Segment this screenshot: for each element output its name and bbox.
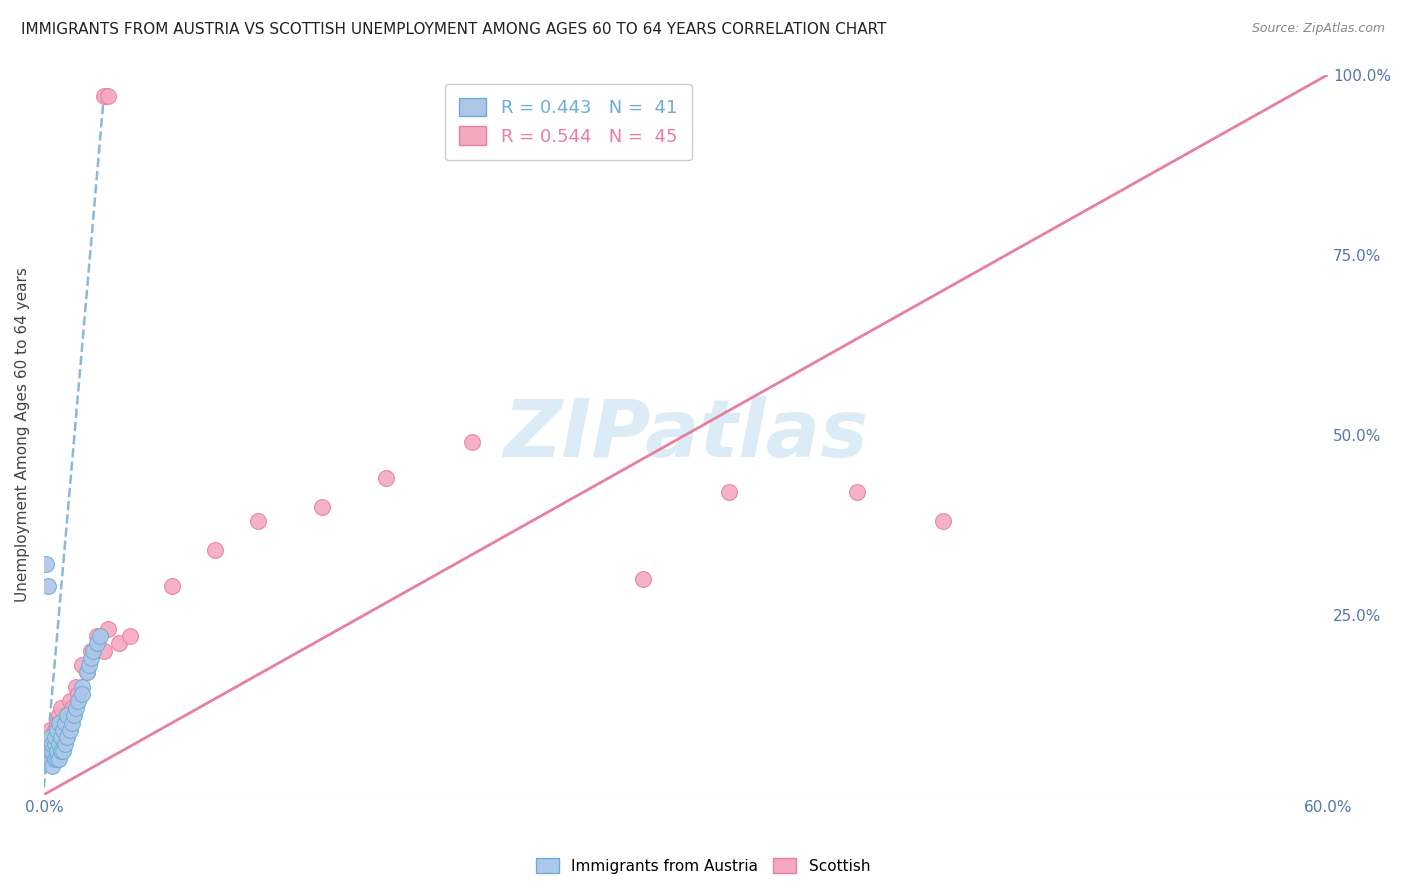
Point [118, 629, 141, 643]
Point [35, 558, 58, 572]
Point [65, 680, 87, 694]
Point [76, 665, 98, 680]
Point [39, 723, 62, 737]
Point [44, 723, 66, 737]
Point [49, 701, 72, 715]
Point [53, 715, 76, 730]
Legend: R = 0.443   N =  41, R = 0.544   N =  45: R = 0.443 N = 41, R = 0.544 N = 45 [444, 84, 692, 161]
Point [58, 694, 80, 708]
Point [52, 744, 75, 758]
Point [37, 744, 59, 758]
Point [204, 542, 226, 557]
Point [48, 752, 70, 766]
Point [86, 636, 108, 650]
Point [49, 730, 72, 744]
Point [77, 658, 100, 673]
Point [48, 730, 70, 744]
Point [80, 643, 103, 657]
Point [65, 701, 87, 715]
Point [53, 737, 76, 751]
Point [67, 687, 90, 701]
Point [82, 643, 104, 657]
Point [44, 744, 66, 758]
Text: ZIPatlas: ZIPatlas [503, 396, 869, 474]
Point [39, 752, 62, 766]
Point [35, 752, 58, 766]
Point [41, 737, 63, 751]
Point [93, 89, 115, 103]
Point [44, 737, 66, 751]
Point [56, 708, 79, 723]
Point [39, 730, 62, 744]
Point [39, 737, 62, 751]
Point [35, 737, 58, 751]
Point [631, 572, 654, 586]
Point [41, 744, 63, 758]
Point [49, 744, 72, 758]
Point [846, 485, 869, 500]
Point [45, 752, 67, 766]
Point [45, 715, 67, 730]
Legend: Immigrants from Austria, Scottish: Immigrants from Austria, Scottish [530, 852, 876, 880]
Point [93, 643, 115, 657]
Point [246, 514, 269, 528]
Point [39, 752, 62, 766]
Point [60, 715, 83, 730]
Point [37, 752, 59, 766]
Point [89, 629, 111, 643]
Point [48, 715, 70, 730]
Point [41, 759, 63, 773]
Point [37, 737, 59, 751]
Point [44, 752, 66, 766]
Point [53, 715, 76, 730]
Point [72, 687, 94, 701]
Point [45, 737, 67, 751]
Text: IMMIGRANTS FROM AUSTRIA VS SCOTTISH UNEMPLOYMENT AMONG AGES 60 TO 64 YEARS CORRE: IMMIGRANTS FROM AUSTRIA VS SCOTTISH UNEM… [21, 22, 887, 37]
Point [97, 89, 120, 103]
Point [49, 737, 72, 751]
Point [60, 701, 83, 715]
Point [56, 708, 79, 723]
Point [97, 622, 120, 636]
Point [76, 665, 98, 680]
Point [45, 744, 67, 758]
Point [37, 579, 59, 593]
Point [35, 752, 58, 766]
Point [52, 723, 75, 737]
Point [162, 579, 184, 593]
Point [52, 723, 75, 737]
Point [107, 636, 129, 650]
Point [717, 485, 740, 500]
Text: Source: ZipAtlas.com: Source: ZipAtlas.com [1251, 22, 1385, 36]
Point [41, 730, 63, 744]
Point [72, 658, 94, 673]
Point [48, 708, 70, 723]
Point [86, 629, 108, 643]
Point [44, 730, 66, 744]
Point [72, 680, 94, 694]
Point [56, 730, 79, 744]
Point [41, 744, 63, 758]
Point [58, 723, 80, 737]
Point [375, 471, 398, 485]
Point [37, 744, 59, 758]
Point [461, 434, 484, 449]
Point [67, 694, 90, 708]
Y-axis label: Unemployment Among Ages 60 to 64 years: Unemployment Among Ages 60 to 64 years [15, 268, 30, 602]
Point [39, 744, 62, 758]
Point [80, 651, 103, 665]
Point [37, 730, 59, 744]
Point [63, 708, 86, 723]
Point [45, 723, 67, 737]
Point [932, 514, 955, 528]
Point [48, 737, 70, 751]
Point [311, 500, 333, 514]
